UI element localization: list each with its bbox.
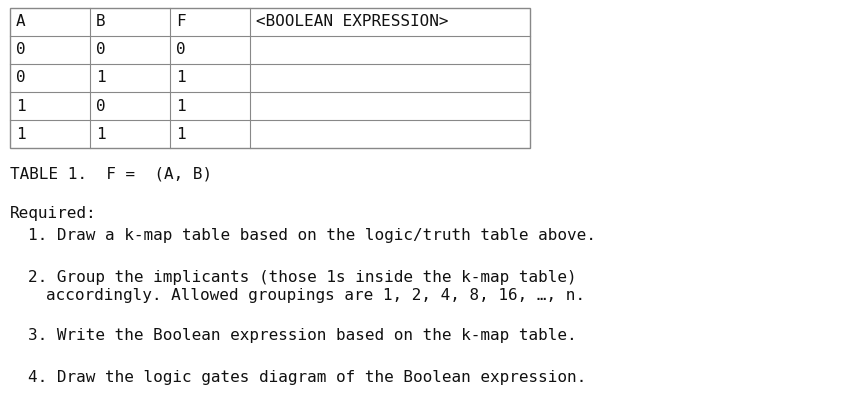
Text: TABLE 1.  F =  (A, B): TABLE 1. F = (A, B) <box>10 166 212 181</box>
Text: 1: 1 <box>176 127 186 142</box>
Text: B: B <box>96 15 106 29</box>
Text: 2. Group the implicants (those 1s inside the k-map table): 2. Group the implicants (those 1s inside… <box>28 270 576 285</box>
Bar <box>10 8 530 148</box>
Text: 3. Write the Boolean expression based on the k-map table.: 3. Write the Boolean expression based on… <box>28 328 576 343</box>
Text: 0: 0 <box>16 42 26 58</box>
Text: 4. Draw the logic gates diagram of the Boolean expression.: 4. Draw the logic gates diagram of the B… <box>28 370 587 385</box>
Text: 1: 1 <box>96 127 106 142</box>
Text: 1: 1 <box>16 98 26 113</box>
Text: A: A <box>16 15 26 29</box>
Text: 1: 1 <box>176 71 186 85</box>
Text: 1: 1 <box>176 98 186 113</box>
Text: 0: 0 <box>16 71 26 85</box>
Text: 0: 0 <box>96 42 106 58</box>
Text: Required:: Required: <box>10 206 97 221</box>
Text: accordingly. Allowed groupings are 1, 2, 4, 8, 16, …, n.: accordingly. Allowed groupings are 1, 2,… <box>46 288 585 303</box>
Text: 1. Draw a k-map table based on the logic/truth table above.: 1. Draw a k-map table based on the logic… <box>28 228 596 243</box>
Text: 0: 0 <box>96 98 106 113</box>
Text: 0: 0 <box>176 42 186 58</box>
Text: 1: 1 <box>96 71 106 85</box>
Text: 1: 1 <box>16 127 26 142</box>
Text: F: F <box>176 15 186 29</box>
Text: <BOOLEAN EXPRESSION>: <BOOLEAN EXPRESSION> <box>256 15 449 29</box>
